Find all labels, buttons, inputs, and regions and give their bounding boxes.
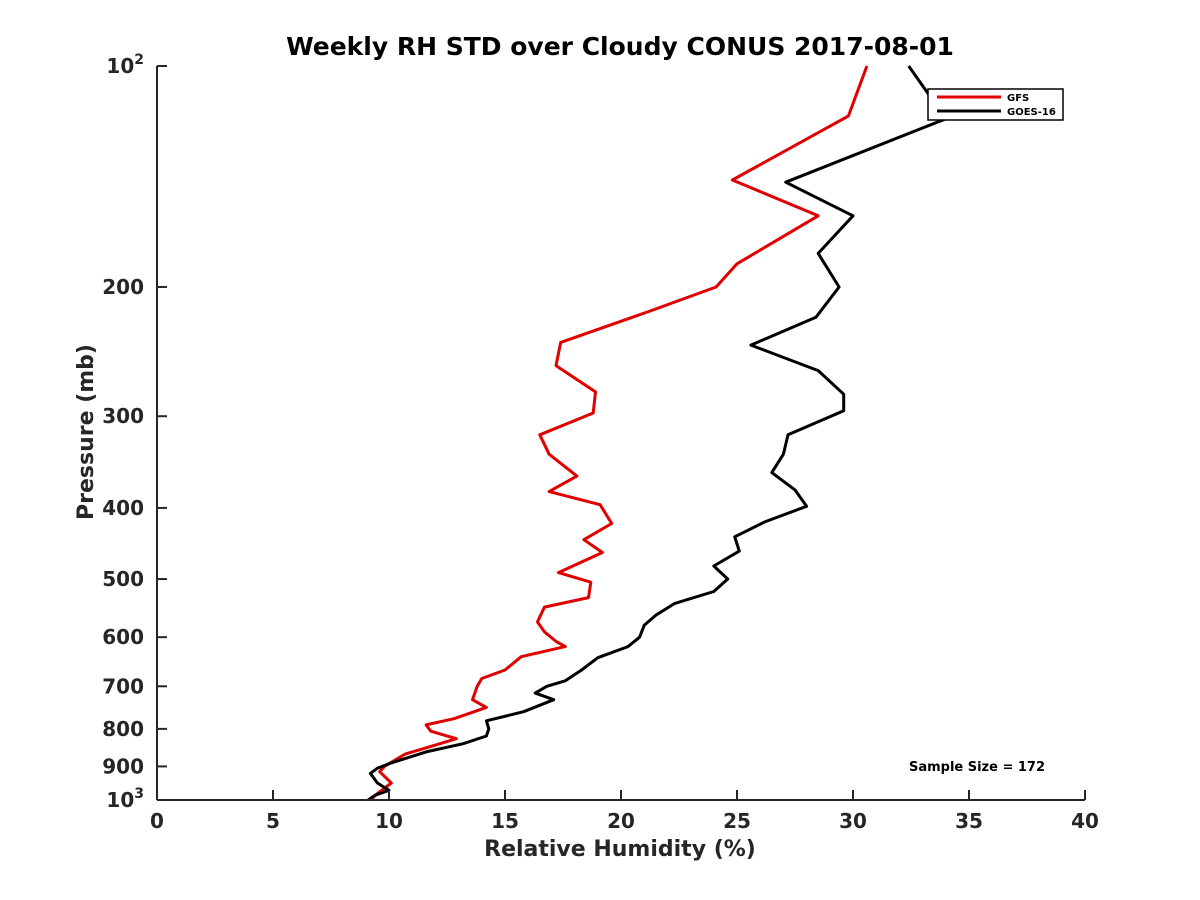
x-tick-label: 40	[1071, 809, 1099, 833]
legend-label-gfs: GFS	[1007, 93, 1029, 104]
y-tick-label: 103	[106, 786, 144, 812]
series-line-goes-16	[367, 65, 948, 802]
x-tick-label: 0	[150, 809, 164, 833]
x-tick-label: 30	[839, 809, 867, 833]
x-axis-label: Relative Humidity (%)	[484, 837, 756, 862]
y-tick-label: 500	[102, 567, 144, 591]
tick-labels: 0 5 10 15 20 25 30 35 40 102 200 300 400 500 600 700 800…	[102, 52, 1099, 833]
y-tick-label: 300	[102, 404, 144, 428]
y-tick-label: 400	[102, 496, 144, 520]
x-tick-label: 10	[375, 809, 403, 833]
legend: GFS GOES-16	[927, 88, 1064, 121]
y-tick-label: 102	[106, 52, 144, 78]
y-tick-label: 700	[102, 674, 144, 698]
x-tick-label: 25	[723, 809, 751, 833]
x-tick-label: 15	[491, 809, 519, 833]
plot-area	[367, 65, 948, 802]
y-tick-label: 600	[102, 625, 144, 649]
y-tick-label: 200	[102, 275, 144, 299]
y-axis-label: Pressure (mb)	[74, 344, 99, 520]
chart-title: Weekly RH STD over Cloudy CONUS 2017-08-…	[286, 32, 954, 61]
x-tick-label: 5	[266, 809, 280, 833]
x-tick-label: 20	[607, 809, 635, 833]
legend-label-goes16: GOES-16	[1007, 107, 1056, 118]
y-tick-label: 800	[102, 717, 144, 741]
series-line-gfs	[369, 65, 869, 802]
axes	[156, 65, 1086, 801]
sample-size-note: Sample Size = 172	[909, 760, 1045, 775]
x-tick-label: 35	[955, 809, 983, 833]
legend-box	[927, 88, 1064, 121]
y-tick-label: 900	[102, 754, 144, 778]
